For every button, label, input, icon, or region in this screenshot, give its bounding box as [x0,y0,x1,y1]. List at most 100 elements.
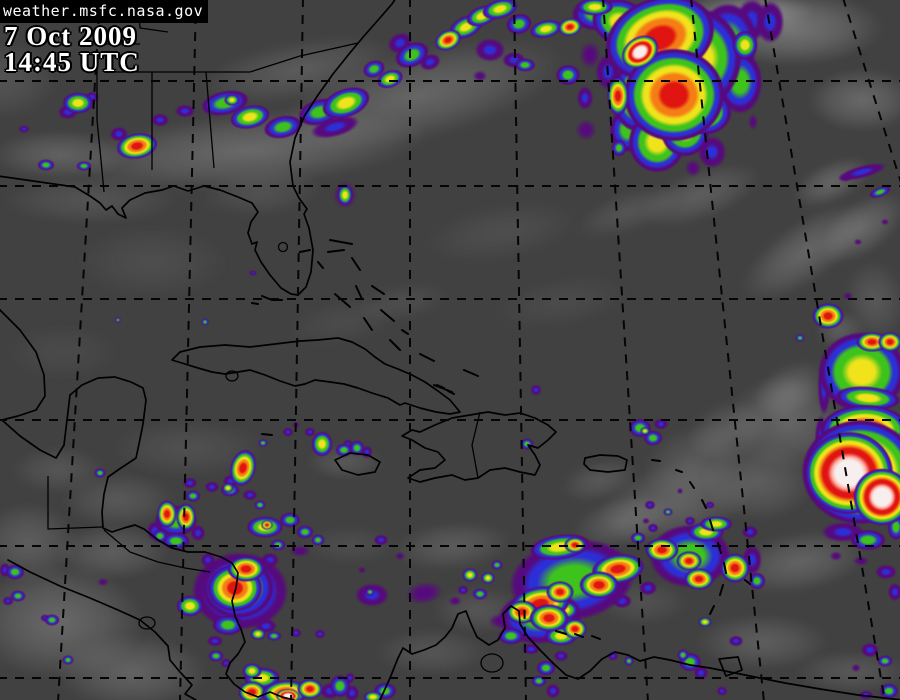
storm-cell [115,317,121,323]
storm-cell [2,596,14,606]
storm-cell [887,582,900,602]
storm-cell [447,595,463,607]
storm-cell [220,658,232,668]
storm-cell [607,76,629,116]
storm-cell [96,577,110,587]
storm-cell [644,500,656,510]
storm-cell [157,500,177,528]
storm-cell [176,503,196,531]
storm-cell [677,649,689,661]
storm-cell [576,0,614,16]
storm-cell [747,112,759,132]
cloud-patch [0,130,130,180]
storm-cell [576,85,594,111]
storm-cell [728,635,744,647]
storm-cell [62,655,74,665]
storm-cell [481,572,495,584]
storm-cell [311,431,333,457]
storm-cell [536,660,556,676]
storm-cell [365,588,375,596]
storm-cell [282,427,294,437]
storm-cell [250,628,266,640]
storm-cell [546,581,574,603]
storm-cell [748,572,766,590]
storm-cell [545,683,561,699]
storm-cell [471,69,489,83]
storm-cell [472,588,488,600]
storm-cell [874,564,898,580]
storm-cell [311,534,325,546]
storm-cell [491,560,503,570]
storm-cell [185,490,201,502]
storm-cell [5,564,25,580]
storm-cell [363,691,383,700]
storm-cell [373,534,389,546]
storm-cell [851,555,871,567]
storm-cell [208,650,224,662]
date-label: 7 Oct 2009 [4,21,137,51]
storm-cell [62,92,94,114]
storm-cell [529,604,569,632]
storm-cell [227,556,265,582]
longitude-gridline [602,0,649,700]
storm-cell [624,656,634,666]
storm-cell [349,440,365,456]
longitude-gridline [290,0,304,700]
storm-cell [514,58,536,72]
storm-cell [76,161,92,171]
storm-cell [37,159,55,171]
storm-cell [858,690,874,700]
longitude-gridline [57,0,101,700]
storm-cell [563,619,587,639]
longitude-gridline [513,0,527,700]
storm-cell [579,571,619,599]
storm-cell [44,614,60,626]
storm-cell [497,627,525,645]
storm-cell [394,551,406,561]
storm-cell [329,674,351,698]
storm-cell [573,117,599,143]
storm-cell [564,537,586,553]
storm-cell [462,568,478,582]
storm-cell [297,679,323,699]
storm-cell [206,635,224,647]
storm-cell [279,512,301,528]
storm-cell [357,566,367,574]
longitude-gridline [690,0,765,700]
longitude-gridline [764,0,886,700]
storm-cell [850,663,862,673]
storm-cell [254,500,266,510]
source-url-label: weather.msfc.nasa.gov [0,0,209,23]
storm-cell [853,468,900,526]
storm-cell [699,516,733,532]
storm-cell [877,655,893,667]
storm-cell [201,318,209,326]
cloud-patch [0,175,180,225]
storm-cell [314,629,326,639]
storm-cell [684,568,714,590]
storm-cell [645,538,679,562]
storm-cell [18,125,30,133]
storm-cell [290,628,302,638]
storm-cell [828,550,844,562]
storm-cell [705,501,715,509]
longitude-gridline [179,0,197,700]
storm-cell [261,520,273,530]
storm-cell [849,529,887,551]
time-label: 14:45 UTC [4,47,140,77]
storm-cell [842,291,854,301]
storm-cell [242,663,262,679]
storm-cell [276,689,300,700]
storm-cell [684,516,696,526]
storm-cell [640,427,650,435]
storm-cell [607,651,619,661]
storm-cell [878,332,900,352]
storm-cell [224,94,240,106]
storm-cell [520,438,534,450]
storm-cell [174,104,196,118]
